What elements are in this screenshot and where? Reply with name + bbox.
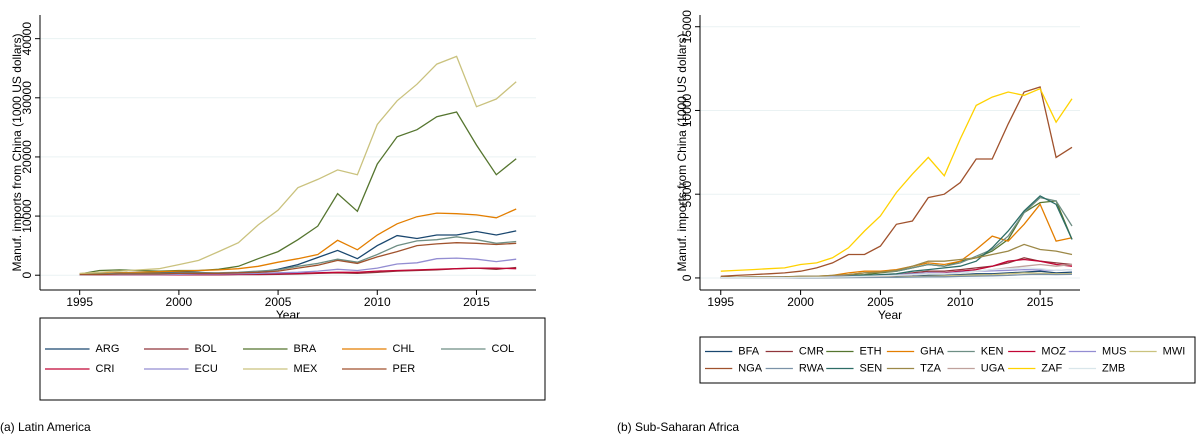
y-tick-label: 40000 — [20, 22, 34, 56]
legend-label: UGA — [981, 362, 1006, 374]
x-axis-label: Year — [878, 308, 902, 322]
legend-label: BRA — [294, 343, 317, 355]
series-line — [79, 111, 517, 275]
legend-label: PER — [393, 363, 416, 375]
legend-label: MUS — [1102, 345, 1126, 357]
series-line — [720, 87, 1073, 272]
legend-box — [39, 317, 546, 401]
x-tick-label: 2000 — [787, 295, 814, 309]
x-tick-label: 1995 — [707, 295, 734, 309]
y-tick-label: 30000 — [20, 81, 34, 115]
x-tick-label: 2000 — [166, 295, 193, 309]
x-tick-label: 2010 — [364, 295, 391, 309]
y-tick-label: 10000 — [20, 199, 34, 233]
series-line — [79, 208, 517, 275]
legend-label: MOZ — [1041, 345, 1066, 357]
legend-label: ARG — [96, 343, 120, 355]
x-tick-label: 2015 — [1027, 295, 1054, 309]
legend-label: KEN — [981, 345, 1004, 357]
legend-label: ZAF — [1041, 362, 1062, 374]
y-tick-label: 0 — [680, 274, 694, 281]
legend-label: BFA — [738, 345, 759, 357]
y-tick-label: 5000 — [680, 181, 694, 208]
legend-label: TZA — [920, 362, 941, 374]
caption: (a) Latin America — [0, 420, 91, 434]
legend-box — [699, 336, 1196, 384]
legend-label: BOL — [195, 343, 217, 355]
series-line — [720, 200, 1073, 279]
legend-label: ETH — [860, 345, 882, 357]
legend-label: MEX — [294, 363, 319, 375]
y-axis-label: Manuf. imports from China (1000 US dolla… — [10, 33, 24, 271]
x-tick-label: 2005 — [867, 295, 894, 309]
series-line — [79, 55, 517, 275]
legend-label: COL — [492, 343, 515, 355]
x-tick-label: 2015 — [463, 295, 490, 309]
series-line — [720, 196, 1073, 278]
legend-label: MWI — [1163, 345, 1186, 357]
x-tick-label: 2005 — [265, 295, 292, 309]
caption: (b) Sub-Saharan Africa — [617, 420, 739, 434]
series-line — [720, 195, 1073, 279]
series-line — [720, 267, 1073, 279]
series-line — [79, 242, 517, 276]
legend-label: GHA — [920, 345, 945, 357]
legend-label: SEN — [860, 362, 883, 374]
legend-label: RWA — [799, 362, 825, 374]
legend-label: ZMB — [1102, 362, 1125, 374]
series-line — [720, 243, 1073, 278]
legend-label: ECU — [195, 363, 218, 375]
y-tick-label: 15000 — [680, 10, 694, 44]
y-tick-label: 0 — [20, 272, 34, 279]
legend-label: CHL — [393, 343, 415, 355]
y-tick-label: 10000 — [680, 93, 694, 127]
y-axis-label: Manuf. imports from China (1000 US dolla… — [675, 33, 689, 271]
x-tick-label: 1995 — [66, 295, 93, 309]
legend-label: CMR — [799, 345, 824, 357]
legend-label: CRI — [96, 363, 115, 375]
series-line — [720, 86, 1073, 277]
x-tick-label: 2010 — [947, 295, 974, 309]
series-line — [79, 230, 517, 275]
legend-label: NGA — [738, 362, 763, 374]
y-tick-label: 20000 — [20, 140, 34, 174]
